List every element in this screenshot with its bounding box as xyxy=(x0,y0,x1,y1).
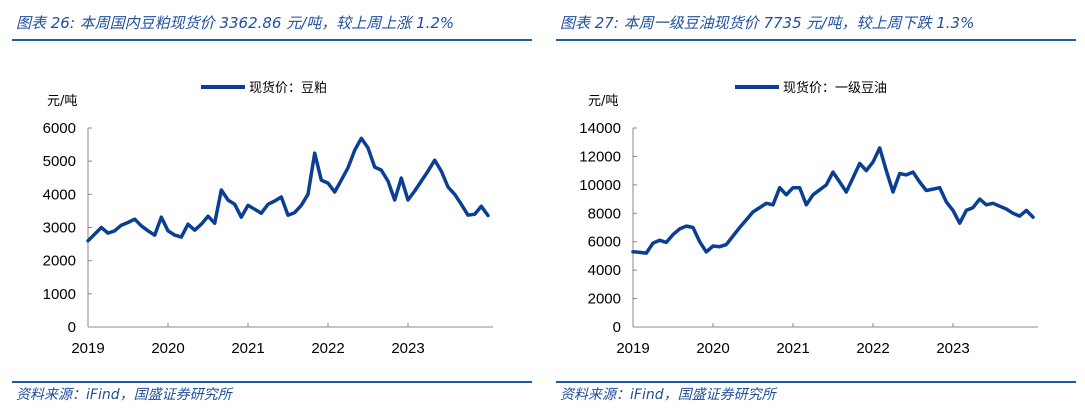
chart-title: 图表 27: 本周一级豆油现货价 7735 元/吨，较上周下跌 1.3% xyxy=(560,14,975,32)
y-tick-label: 4000 xyxy=(588,262,621,279)
y-tick-label: 0 xyxy=(613,319,621,336)
y-tick-label: 4000 xyxy=(43,186,76,203)
title-divider xyxy=(556,39,1076,41)
series-line xyxy=(631,146,1035,255)
y-axis-unit: 元/吨 xyxy=(47,94,77,109)
y-tick-label: 2000 xyxy=(588,291,621,308)
legend-label: 现货价：豆粕 xyxy=(249,80,327,96)
y-tick-label: 10000 xyxy=(579,177,621,194)
y-tick-label: 6000 xyxy=(588,234,621,251)
chart-panel-soybean-meal: 图表 26: 本周国内豆粕现货价 3362.86 元/吨，较上周上涨 1.2% … xyxy=(12,0,532,417)
y-tick-label: 14000 xyxy=(579,120,621,137)
series-line xyxy=(86,136,490,243)
y-tick-label: 2000 xyxy=(43,253,76,270)
x-tick-label: 2022 xyxy=(856,340,889,357)
x-tick-label: 2022 xyxy=(311,340,344,357)
footer-divider xyxy=(556,381,1076,383)
x-tick-label: 2019 xyxy=(616,340,649,357)
x-tick-label: 2023 xyxy=(391,340,424,357)
y-tick-label: 3000 xyxy=(43,220,76,237)
y-tick-label: 1000 xyxy=(43,286,76,303)
source-note: 资料来源：iFind，国盛证券研究所 xyxy=(560,387,776,403)
line-chart-soybean-meal: 现货价：豆粕元/吨 0 1000 2000 3000 4000 5000 6000 2019 20… xyxy=(43,80,493,357)
y-axis-unit: 元/吨 xyxy=(588,94,618,109)
y-tick-label: 0 xyxy=(68,319,76,336)
x-tick-label: 2020 xyxy=(151,340,184,357)
source-note: 资料来源：iFind，国盛证券研究所 xyxy=(16,387,232,403)
x-tick-label: 2023 xyxy=(936,340,969,357)
y-tick-label: 8000 xyxy=(588,205,621,222)
footer-divider xyxy=(12,381,532,383)
legend-label: 现货价：一级豆油 xyxy=(783,80,887,96)
y-tick-label: 12000 xyxy=(579,148,621,165)
title-divider xyxy=(12,39,532,41)
y-tick-label: 6000 xyxy=(43,120,76,137)
x-tick-label: 2019 xyxy=(71,340,104,357)
x-tick-label: 2021 xyxy=(231,340,264,357)
x-tick-label: 2020 xyxy=(696,340,729,357)
y-tick-label: 5000 xyxy=(43,153,76,170)
chart-panel-soybean-oil: 图表 27: 本周一级豆油现货价 7735 元/吨，较上周下跌 1.3% 现货价… xyxy=(556,0,1076,417)
chart-title: 图表 26: 本周国内豆粕现货价 3362.86 元/吨，较上周上涨 1.2% xyxy=(16,14,455,32)
x-tick-label: 2021 xyxy=(776,340,809,357)
